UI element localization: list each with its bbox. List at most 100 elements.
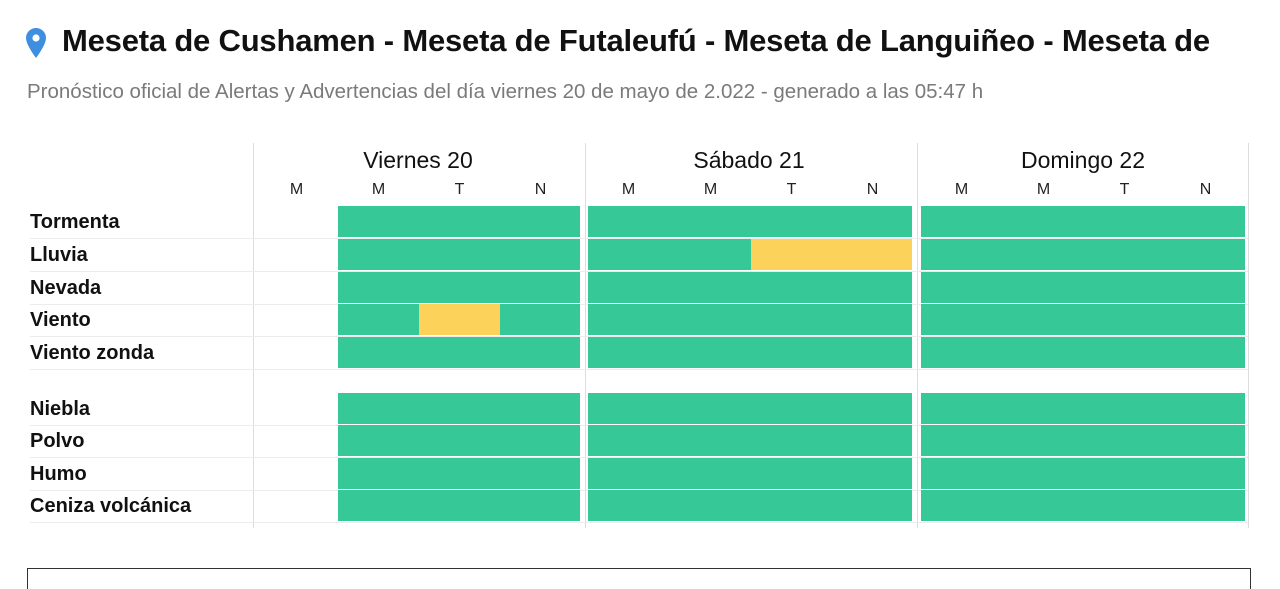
alert-cell[interactable] [832,272,912,303]
alert-cell[interactable] [751,458,832,489]
alert-cell[interactable] [419,337,500,368]
alert-cell[interactable] [1165,490,1245,521]
alert-cell[interactable] [588,272,670,303]
alert-cell[interactable] [500,272,580,303]
alert-cell[interactable] [751,425,832,456]
alert-cell[interactable] [751,239,832,270]
alert-cell[interactable] [1165,304,1245,335]
alert-cell[interactable] [588,206,670,237]
alert-cell[interactable] [500,425,580,456]
alert-cell[interactable] [751,304,832,335]
alert-cell[interactable] [500,337,580,368]
alert-cell[interactable] [419,425,500,456]
alert-cell[interactable] [1003,239,1084,270]
alert-cell[interactable] [670,490,751,521]
alert-cell[interactable] [338,458,419,489]
alert-cell[interactable] [1003,490,1084,521]
alert-cell[interactable] [1084,393,1165,424]
alert-cell[interactable] [338,337,419,368]
alert-cell[interactable] [1165,458,1245,489]
day-header: Sábado 21 [693,147,805,173]
alert-cell[interactable] [1003,206,1084,237]
alert-cell[interactable] [588,337,670,368]
alert-cell[interactable] [670,458,751,489]
alert-cell[interactable] [1165,239,1245,270]
alert-cell[interactable] [1165,272,1245,303]
alert-cell[interactable] [500,239,580,270]
alert-cell[interactable] [1084,272,1165,303]
alert-cell[interactable] [670,206,751,237]
alert-cell[interactable] [500,393,580,424]
alert-cell[interactable] [832,239,912,270]
alert-cell[interactable] [338,206,419,237]
alert-cell[interactable] [1003,458,1084,489]
alert-cell[interactable] [921,393,1003,424]
alert-cell[interactable] [1165,425,1245,456]
alert-cell[interactable] [419,458,500,489]
alert-cell[interactable] [338,239,419,270]
alert-cell[interactable] [832,304,912,335]
alert-cell[interactable] [1084,304,1165,335]
alert-cell[interactable] [419,490,500,521]
alert-cell[interactable] [1165,206,1245,237]
alert-cell[interactable] [670,425,751,456]
alert-cell[interactable] [751,393,832,424]
alert-cell[interactable] [338,304,419,335]
alert-cell[interactable] [670,272,751,303]
alert-cell[interactable] [1084,490,1165,521]
alert-cell[interactable] [588,304,670,335]
alert-cell[interactable] [1003,425,1084,456]
alert-cell[interactable] [500,304,580,335]
alert-cell[interactable] [832,425,912,456]
alert-cell[interactable] [1003,393,1084,424]
alert-cell[interactable] [500,490,580,521]
alert-cell[interactable] [670,393,751,424]
alert-cell[interactable] [338,393,419,424]
alert-cell[interactable] [921,337,1003,368]
alert-cell[interactable] [832,206,912,237]
alert-cell[interactable] [921,490,1003,521]
alert-cell[interactable] [1084,425,1165,456]
alert-cell[interactable] [1084,337,1165,368]
alert-cell[interactable] [832,458,912,489]
alert-cell[interactable] [588,425,670,456]
alert-cell[interactable] [419,206,500,237]
alert-cell[interactable] [1003,272,1084,303]
alert-cell[interactable] [751,490,832,521]
alert-cell[interactable] [419,304,500,335]
alert-cell[interactable] [1165,393,1245,424]
alert-cell[interactable] [921,206,1003,237]
alert-cell[interactable] [751,206,832,237]
alert-cell[interactable] [670,304,751,335]
alert-cell[interactable] [588,393,670,424]
alert-cell[interactable] [921,304,1003,335]
alert-cell[interactable] [670,337,751,368]
alert-cell[interactable] [1084,239,1165,270]
alert-cell[interactable] [832,393,912,424]
alert-cell[interactable] [588,239,670,270]
alert-cell[interactable] [832,337,912,368]
alert-cell[interactable] [832,490,912,521]
alert-cell[interactable] [338,272,419,303]
alert-cell[interactable] [670,239,751,270]
alert-cell[interactable] [1003,337,1084,368]
alert-cell[interactable] [419,393,500,424]
alert-cell[interactable] [921,239,1003,270]
alert-cell[interactable] [500,206,580,237]
alert-cell[interactable] [419,272,500,303]
alert-cell[interactable] [1003,304,1084,335]
alert-cell[interactable] [751,272,832,303]
alert-cell[interactable] [751,337,832,368]
alert-cell[interactable] [921,458,1003,489]
alert-cell[interactable] [921,272,1003,303]
alert-cell[interactable] [1084,206,1165,237]
alert-cell[interactable] [338,490,419,521]
alert-cell[interactable] [1165,337,1245,368]
alert-cell[interactable] [588,490,670,521]
alert-cell[interactable] [588,458,670,489]
alert-cell[interactable] [500,458,580,489]
alert-cell[interactable] [338,425,419,456]
alert-cell[interactable] [1084,458,1165,489]
alert-cell[interactable] [921,425,1003,456]
alert-cell[interactable] [419,239,500,270]
